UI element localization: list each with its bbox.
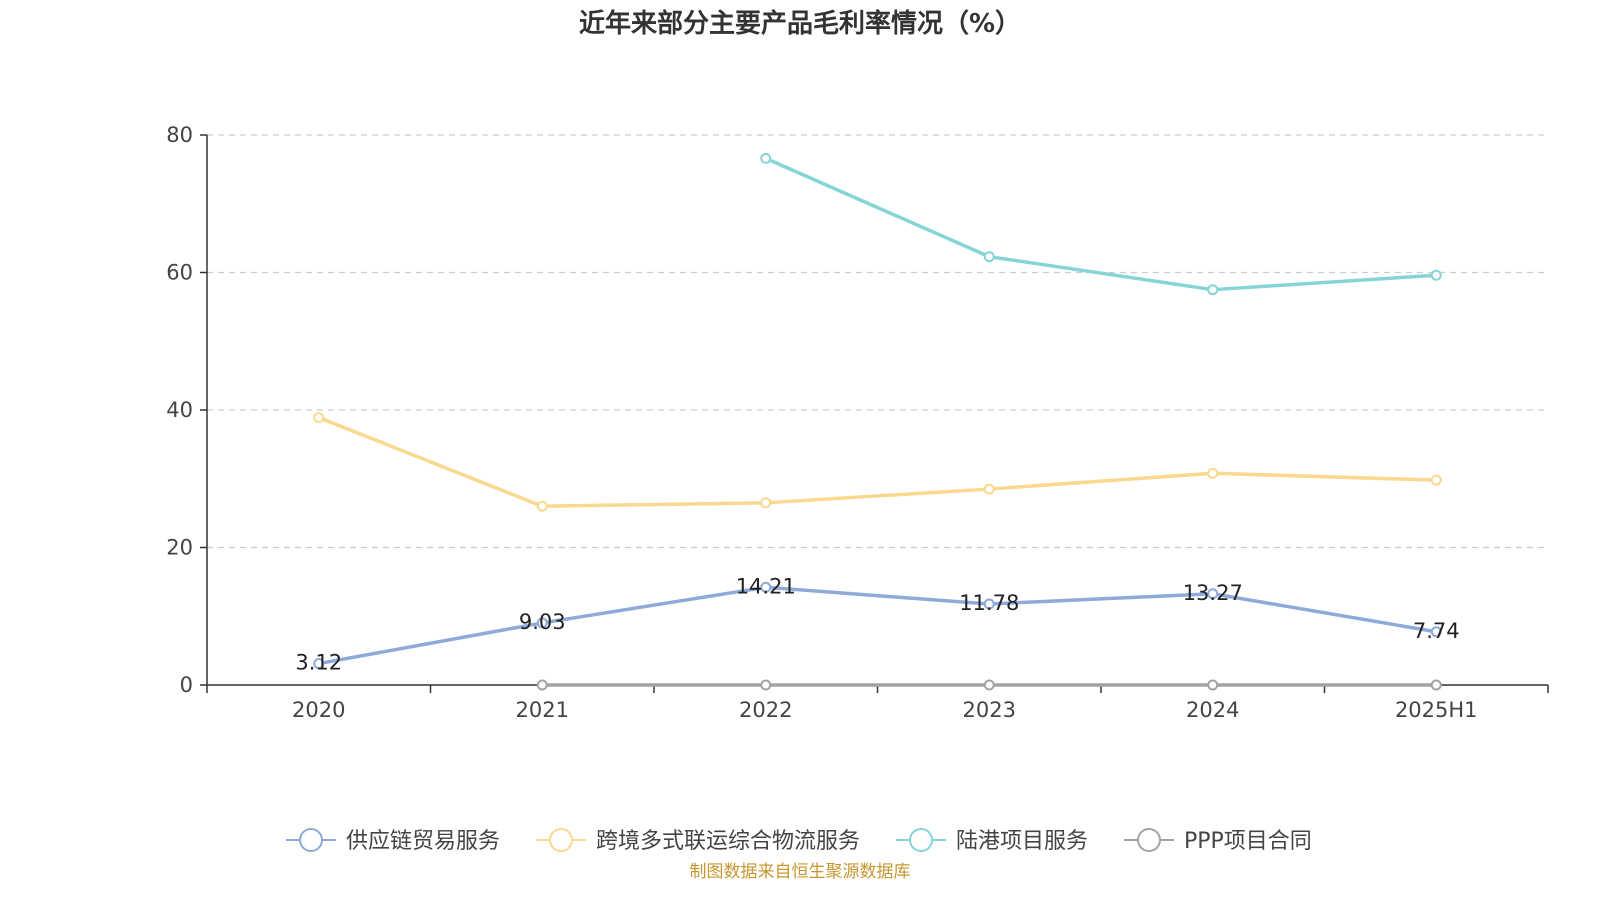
legend-marker-icon — [1137, 828, 1161, 852]
data-point[interactable] — [983, 483, 995, 495]
legend-item-0[interactable]: 供应链贸易服务 — [286, 828, 500, 854]
y-tick-label: 40 — [166, 398, 193, 422]
series-2 — [760, 152, 1442, 296]
axes: 0 20 40 60 80 2020 2021 2022 2023 2024 2025H1 — [166, 123, 1549, 722]
x-tick-label: 2024 — [1186, 698, 1239, 722]
data-label: 3.12 — [295, 651, 342, 675]
legend-label: 供应链贸易服务 — [346, 829, 500, 854]
series-line — [317, 585, 1438, 666]
source-note: 制图数据来自恒生聚源数据库 — [690, 862, 911, 882]
data-label: 7.74 — [1413, 619, 1460, 643]
x-tick-label: 2025H1 — [1395, 698, 1478, 722]
x-tick-label: 2022 — [739, 698, 792, 722]
x-tick-label: 2023 — [963, 698, 1016, 722]
data-point[interactable] — [536, 679, 548, 691]
data-point[interactable] — [313, 412, 325, 424]
data-point[interactable] — [1430, 269, 1442, 281]
data-point[interactable] — [983, 679, 995, 691]
x-tick-label: 2021 — [516, 698, 569, 722]
legend-label: PPP项目合同 — [1184, 829, 1312, 854]
y-tick-label: 20 — [166, 536, 193, 560]
legend[interactable]: 供应链贸易服务 跨境多式联运综合物流服务 陆港项目服务 PPP项目合同 — [286, 828, 1312, 854]
series-3 — [536, 679, 1442, 691]
legend-item-2[interactable]: 陆港项目服务 — [896, 828, 1088, 854]
data-point[interactable] — [760, 581, 772, 593]
series-line — [317, 415, 1438, 508]
y-tick-label: 0 — [180, 673, 193, 697]
data-point[interactable] — [536, 617, 548, 629]
y-tick-label: 80 — [166, 123, 193, 147]
data-label: 13.27 — [1183, 581, 1243, 605]
data-label: 14.21 — [736, 574, 796, 598]
data-point[interactable] — [983, 598, 995, 610]
data-point[interactable] — [983, 251, 995, 263]
legend-item-3[interactable]: PPP项目合同 — [1124, 828, 1312, 854]
data-point[interactable] — [1207, 467, 1219, 479]
legend-label: 陆港项目服务 — [956, 829, 1088, 854]
data-label: 11.78 — [959, 591, 1019, 615]
series-layer — [313, 152, 1442, 691]
data-point[interactable] — [1207, 679, 1219, 691]
data-point[interactable] — [313, 658, 325, 670]
data-point[interactable] — [536, 500, 548, 512]
series-1 — [313, 412, 1442, 512]
series-line — [764, 156, 1438, 292]
data-label: 9.03 — [519, 610, 566, 634]
series-0 — [313, 581, 1442, 670]
legend-label: 跨境多式联运综合物流服务 — [596, 829, 860, 854]
chart-title: 近年来部分主要产品毛利率情况（%） — [579, 8, 1021, 39]
x-tick-label: 2020 — [292, 698, 345, 722]
y-tick-label: 60 — [166, 261, 193, 285]
legend-marker-icon — [909, 828, 933, 852]
legend-marker-icon — [549, 828, 573, 852]
data-point[interactable] — [760, 497, 772, 509]
data-point[interactable] — [1430, 474, 1442, 486]
grid-lines — [207, 134, 1548, 549]
data-point[interactable] — [760, 679, 772, 691]
data-point[interactable] — [1430, 626, 1442, 638]
data-point[interactable] — [1430, 679, 1442, 691]
data-point[interactable] — [760, 152, 772, 164]
data-point[interactable] — [1207, 588, 1219, 600]
legend-marker-icon — [299, 828, 323, 852]
data-labels: 3.12 9.03 14.21 11.78 13.27 7.74 — [295, 574, 1459, 674]
data-point[interactable] — [1207, 284, 1219, 296]
legend-item-1[interactable]: 跨境多式联运综合物流服务 — [536, 828, 860, 854]
